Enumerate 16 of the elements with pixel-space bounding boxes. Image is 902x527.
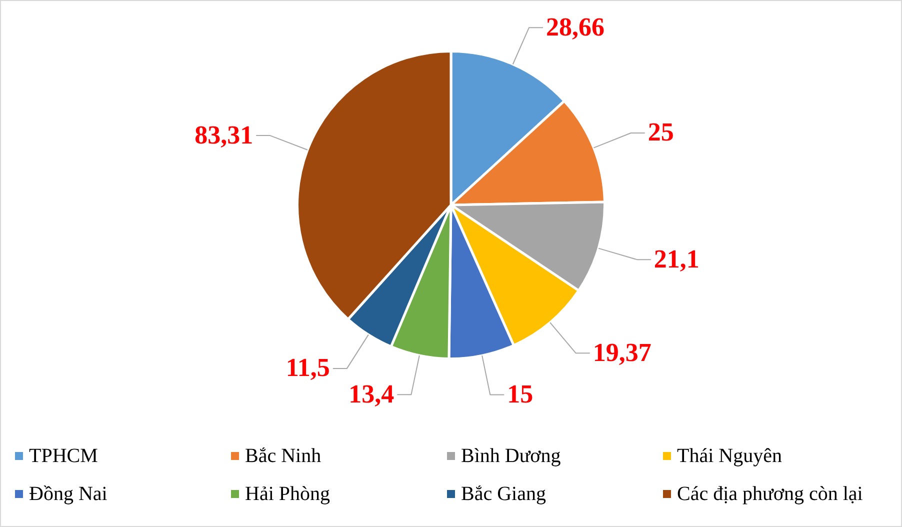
legend-label: Bình Dương [461, 444, 561, 468]
data-label: 28,66 [546, 12, 604, 42]
legend-label: Thái Nguyên [677, 444, 782, 468]
data-label: 11,5 [286, 353, 330, 382]
data-label: 13,4 [348, 379, 394, 408]
legend-label: TPHCM [29, 444, 98, 468]
legend-label: Bắc Ninh [245, 444, 322, 468]
data-label: 15 [507, 379, 534, 408]
legend-label: Bắc Giang [461, 482, 546, 506]
data-label: 19,37 [592, 338, 652, 367]
data-label: 25 [648, 118, 674, 147]
data-label: 21,1 [654, 244, 700, 274]
legend-label: Các địa phương còn lại [677, 482, 863, 506]
data-label: 83,31 [194, 120, 254, 150]
legend-label: Hải Phòng [245, 482, 330, 506]
legend-label: Đồng Nai [29, 482, 108, 506]
